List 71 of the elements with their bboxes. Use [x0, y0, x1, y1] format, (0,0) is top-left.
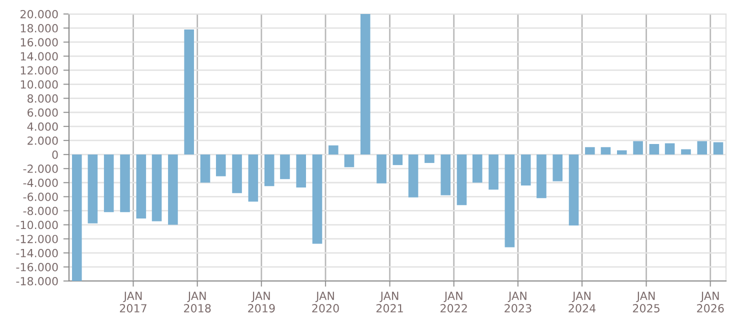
y-tick-label: -2.000	[23, 164, 58, 173]
bar	[72, 154, 82, 281]
x-tick-label: JAN 2023	[504, 292, 532, 312]
y-tick-label: -10.000	[16, 220, 58, 230]
y-tick-label: -4.000	[23, 178, 58, 188]
bar	[392, 154, 403, 166]
x-tick-label: JAN 2025	[632, 292, 660, 312]
bar	[312, 154, 322, 244]
bar	[280, 154, 290, 180]
bar	[488, 154, 498, 190]
bar	[681, 149, 691, 155]
bar	[360, 14, 370, 155]
x-tick-label: JAN 2026	[697, 292, 724, 312]
y-tick-label: 2.000	[28, 136, 58, 145]
bar	[200, 154, 210, 183]
bar	[248, 154, 258, 202]
bar	[552, 154, 563, 182]
x-tick-label: JAN 2022	[440, 292, 467, 312]
x-tick-label: JAN 2017	[120, 292, 146, 312]
bar	[232, 154, 242, 194]
bar	[664, 143, 675, 155]
y-tick-label: 20.000	[20, 10, 58, 18]
y-tick-label: 16.000	[20, 38, 58, 46]
bar	[568, 154, 579, 226]
bar	[600, 147, 611, 155]
y-tick-label: 0	[52, 150, 58, 159]
y-tick-label: -8.000	[23, 206, 58, 216]
bar	[456, 154, 467, 206]
bar	[424, 154, 434, 163]
y-tick-label: -6.000	[23, 192, 58, 202]
bar	[328, 145, 338, 155]
bar	[120, 154, 130, 212]
bar	[616, 150, 627, 155]
bar	[585, 147, 595, 155]
bar	[697, 141, 708, 155]
bar	[633, 141, 643, 155]
y-tick-label: 6.000	[28, 108, 58, 117]
bar	[504, 154, 515, 248]
x-tick-label: JAN 2018	[184, 292, 211, 312]
y-tick-label: 18.000	[20, 24, 58, 32]
y-tick-label: -14.000	[16, 248, 58, 258]
y-tick-label: 4.000	[27, 122, 58, 131]
bar	[520, 154, 531, 186]
y-tick-label: 14.000	[20, 52, 58, 61]
bar	[216, 154, 226, 176]
bar	[713, 142, 724, 155]
bar	[296, 154, 306, 188]
bar	[344, 154, 354, 168]
y-tick-label: -18.000	[16, 276, 58, 286]
y-tick-label: -12.000	[16, 234, 58, 244]
bar	[136, 154, 146, 218]
y-tick-label: -16.000	[16, 262, 58, 272]
x-tick-label: JAN 2019	[248, 292, 275, 312]
bar	[104, 154, 114, 212]
bar	[649, 144, 660, 155]
y-tick-label: 10.000	[20, 80, 58, 89]
bar	[152, 154, 162, 222]
x-tick-label: JAN 2020	[312, 292, 339, 312]
bar	[376, 154, 386, 184]
bar	[472, 154, 482, 183]
y-tick-label: 8.000	[28, 94, 58, 103]
bar	[184, 29, 194, 155]
bar	[440, 154, 451, 196]
bar	[88, 154, 98, 224]
y-tick-label: 12.000	[20, 66, 58, 75]
bar	[168, 154, 178, 225]
bar	[408, 154, 418, 198]
x-tick-label: JAN 2024	[568, 292, 596, 312]
x-tick-label: JAN 2021	[376, 292, 403, 312]
bar	[264, 154, 274, 186]
bar	[536, 154, 546, 198]
